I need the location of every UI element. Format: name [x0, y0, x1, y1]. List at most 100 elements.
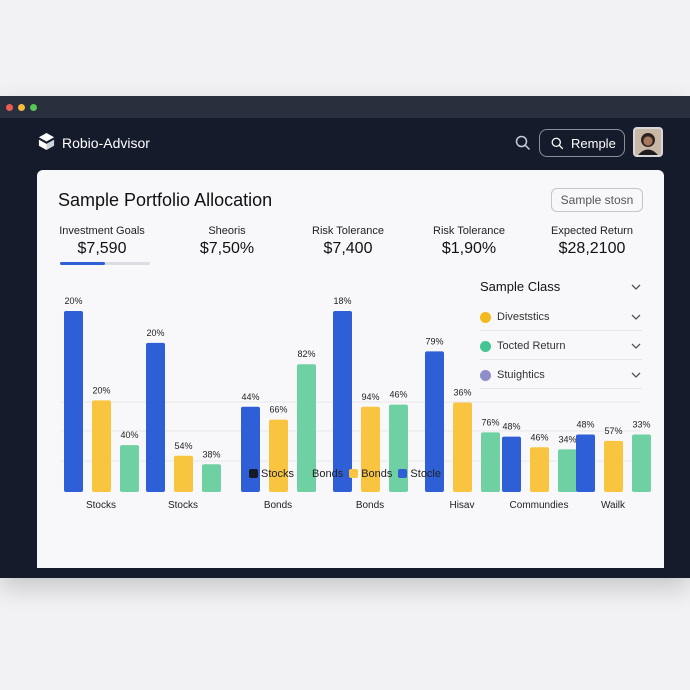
bar-value-label: 54%: [174, 441, 192, 451]
minimize-window-button[interactable]: [18, 104, 25, 111]
stat-value: $7,590: [77, 240, 127, 257]
category-label: Hisav: [449, 500, 474, 511]
panel-item-tocted-return[interactable]: Tocted Return: [480, 334, 642, 360]
bar-value-label: 82%: [297, 349, 315, 359]
stat-label: Sheoris: [208, 225, 246, 237]
goal-progress-fill: [60, 262, 105, 265]
bar-value-label: 46%: [389, 390, 407, 400]
bar-green[interactable]: [481, 432, 500, 492]
stat-value: $28,2100: [558, 240, 626, 257]
bar-green[interactable]: [120, 445, 139, 492]
maximize-window-button[interactable]: [30, 104, 37, 111]
bar-yellow[interactable]: [453, 402, 472, 492]
app-header: Robio-Advisor Remple: [0, 118, 690, 170]
bar-blue[interactable]: [64, 310, 83, 492]
stat-value: $1,90%: [441, 240, 497, 257]
search-button[interactable]: Remple: [539, 129, 625, 157]
app-name: Robio-Advisor: [62, 135, 150, 151]
stat-expected-return: Expected Return $28,2100: [532, 225, 652, 258]
status-dot-icon: [480, 370, 491, 381]
legend-item[interactable]: Bonds: [349, 468, 392, 480]
stat-label: Risk Tolerance: [433, 225, 505, 237]
bar-value-label: 40%: [120, 430, 138, 440]
bar-yellow[interactable]: [92, 400, 111, 492]
legend-label: Bonds: [312, 468, 344, 480]
bar-yellow[interactable]: [174, 455, 193, 492]
category-label: Commundies: [510, 500, 569, 511]
bar-value-label: 57%: [604, 426, 622, 436]
bar-value-label: 18%: [333, 296, 351, 306]
stat-risk-tolerance: Risk Tolerance $7,400: [288, 225, 408, 258]
panel-item-label: Diveststics: [497, 311, 550, 323]
chevron-down-icon: [631, 314, 641, 320]
bar-value-label: 44%: [241, 392, 259, 402]
bar-value-label: 20%: [64, 296, 82, 306]
bar-value-label: 36%: [453, 388, 471, 398]
bar-green[interactable]: [202, 464, 221, 492]
bar-green[interactable]: [558, 449, 577, 492]
bar-value-label: 33%: [632, 419, 650, 429]
portfolio-card: Sample Portfolio Allocation Sample stosn…: [37, 170, 664, 568]
category-label: Stocks: [86, 500, 116, 511]
bar-value-label: 94%: [361, 392, 379, 402]
bar-blue[interactable]: [425, 351, 444, 492]
bar-value-label: 20%: [92, 385, 110, 395]
stat-value: $7,400: [323, 240, 373, 257]
goal-progress-bar: [60, 262, 150, 265]
panel-item-stuightics[interactable]: Stuightics: [480, 363, 642, 389]
bar-blue[interactable]: [576, 434, 595, 492]
bar-value-label: 34%: [558, 434, 576, 444]
sample-class-panel: Sample Class Diveststics Tocted Return: [480, 275, 642, 390]
chevron-down-icon: [631, 372, 641, 378]
bar-value-label: 76%: [481, 417, 499, 427]
category-label: Bonds: [264, 500, 292, 511]
category-label: Stocks: [168, 500, 198, 511]
title-bar: [0, 96, 690, 118]
bar-value-label: 20%: [146, 328, 164, 338]
chevron-down-icon: [631, 284, 641, 290]
close-window-button[interactable]: [6, 104, 13, 111]
allocation-bar-chart: 20% 20% 40% Stocks 20% 54% 38% Stocks 44% 66% 82% B…: [60, 296, 651, 511]
stat-risk-tolerance-2: Risk Tolerance $1,90%: [409, 225, 529, 258]
status-dot-icon: [480, 312, 491, 323]
category-label: Bonds: [356, 500, 384, 511]
legend-item[interactable]: Stocks: [249, 468, 294, 480]
bar-blue[interactable]: [146, 342, 165, 492]
bar-value-label: 46%: [530, 432, 548, 442]
legend-item[interactable]: Stocle: [398, 468, 441, 480]
stat-value: $7,50%: [199, 240, 255, 257]
bar-yellow[interactable]: [269, 419, 288, 492]
panel-item-diveststics[interactable]: Diveststics: [480, 305, 642, 331]
bar-blue[interactable]: [333, 310, 352, 492]
bar-green[interactable]: [297, 364, 316, 492]
legend-swatch: [349, 469, 359, 478]
legend-swatch: [249, 469, 258, 478]
bar-value-label: 38%: [202, 449, 220, 459]
app-window: Robio-Advisor Remple Sample Portfolio Al…: [0, 96, 690, 578]
legend-label: Stocks: [261, 468, 295, 480]
page-title: Sample Portfolio Allocation: [58, 190, 273, 210]
panel-header[interactable]: Sample Class: [480, 279, 642, 301]
bar-green[interactable]: [632, 434, 651, 492]
search-icon[interactable]: [515, 135, 531, 151]
stat-label: Risk Tolerance: [312, 225, 384, 237]
bar-yellow[interactable]: [530, 447, 549, 492]
panel-item-label: Tocted Return: [497, 340, 566, 352]
stat-label: Investment Goals: [59, 225, 145, 237]
panel-title: Sample Class: [480, 279, 561, 294]
bar-value-label: 79%: [425, 336, 443, 346]
bar-value-label: 66%: [269, 405, 287, 415]
legend-item[interactable]: Bonds: [300, 468, 343, 480]
stat-sheoris: Sheoris $7,50%: [167, 225, 287, 258]
chevron-down-icon: [631, 343, 641, 349]
legend-label: Bonds: [361, 468, 393, 480]
user-avatar-icon: [635, 129, 661, 155]
sample-button[interactable]: Sample stosn: [551, 188, 643, 212]
legend-label: Stocle: [410, 468, 441, 480]
bar-yellow[interactable]: [361, 406, 380, 492]
stat-investment-goals: Investment Goals $7,590: [42, 225, 162, 258]
bar-blue[interactable]: [502, 436, 521, 492]
legend-swatch: [300, 469, 310, 478]
bar-yellow[interactable]: [604, 440, 623, 492]
avatar[interactable]: [633, 127, 663, 157]
